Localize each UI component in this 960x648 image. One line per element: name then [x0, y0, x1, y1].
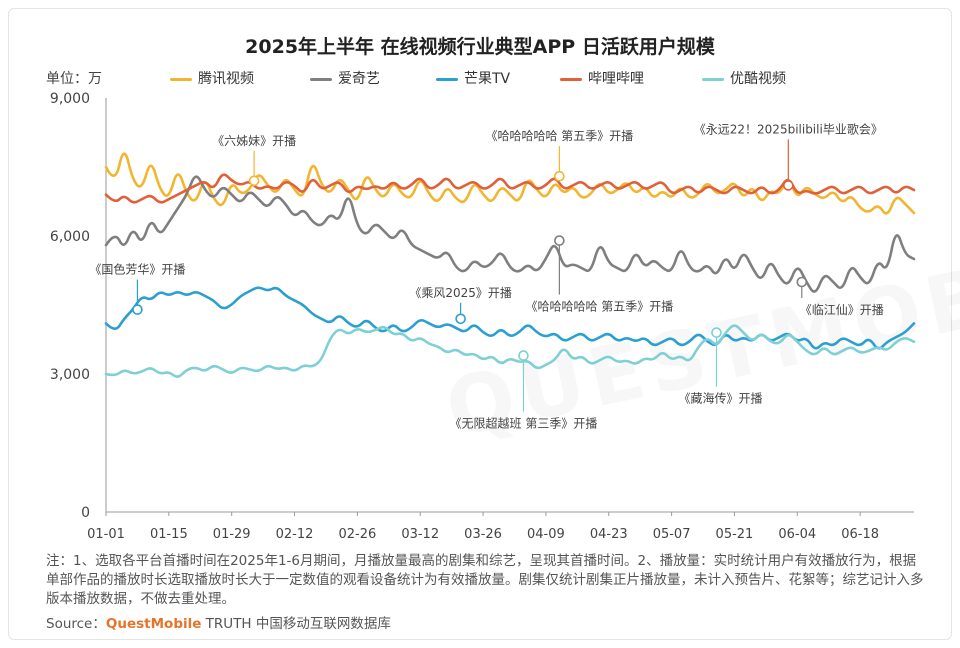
- annotation-label: 《乘风2025》开播: [409, 286, 512, 300]
- chart-title: 2025年上半年 在线视频行业典型APP 日活跃用户规模: [245, 36, 715, 58]
- annotation-marker: [554, 170, 565, 182]
- x-tick-label: 02-12: [276, 527, 314, 542]
- unit-label: 单位：万: [46, 71, 102, 87]
- legend-item-mango: 芒果TV: [436, 68, 510, 88]
- x-tick-label: 01-15: [150, 527, 188, 542]
- x-tick-label: 06-18: [841, 527, 879, 542]
- legend-swatch: [560, 77, 582, 81]
- legend-item-youku: 优酷视频: [702, 68, 786, 88]
- legend-swatch: [310, 77, 332, 81]
- legend-item-bilibili: 哔哩哔哩: [560, 68, 644, 88]
- legend-label: 哔哩哔哩: [588, 71, 644, 87]
- annotation-marker: [796, 276, 808, 288]
- source-suffix: TRUTH 中国移动互联网数据库: [201, 616, 391, 632]
- x-tick-label: 01-01: [87, 527, 125, 542]
- annotation-marker: [248, 175, 260, 187]
- legend-label: 爱奇艺: [338, 71, 380, 87]
- annotation-label: 《临江仙》开播: [800, 303, 884, 317]
- annotation-label: 《哈哈哈哈哈 第五季》开播: [525, 300, 673, 314]
- y-tick-label: 9,000: [50, 91, 90, 107]
- annotation-label: 《藏海传》开播: [678, 391, 762, 406]
- x-tick-label: 02-26: [338, 527, 376, 542]
- x-tick-label: 05-21: [716, 527, 754, 542]
- source-brand: QuestMobile: [105, 616, 202, 632]
- annotation-marker: [518, 350, 529, 361]
- x-tick-label: 05-07: [653, 527, 691, 542]
- x-tick-label: 03-26: [464, 527, 502, 542]
- annotation-marker: [711, 327, 722, 338]
- y-tick-label: 0: [81, 505, 90, 521]
- series-line-2: [104, 286, 916, 350]
- annotation-marker: [455, 313, 466, 325]
- y-tick-label: 3,000: [50, 367, 90, 383]
- x-tick-label: 04-23: [590, 527, 628, 542]
- chart-card: [8, 8, 952, 640]
- legend-label: 腾讯视频: [198, 71, 254, 87]
- annotation-marker: [132, 304, 143, 315]
- x-tick-label: 03-12: [401, 527, 439, 542]
- x-tick-label: 06-04: [778, 527, 816, 542]
- annotation-label: 《六姊妹》开播: [212, 134, 296, 148]
- legend: 腾讯视频 爱奇艺 芒果TV 哔哩哔哩 优酷视频: [170, 68, 870, 88]
- annotation-marker: [783, 180, 794, 191]
- legend-item-iqiyi: 爱奇艺: [310, 68, 380, 88]
- source-line: Source：QuestMobile TRUTH 中国移动互联网数据库: [46, 612, 391, 632]
- series-line-3: [104, 173, 916, 204]
- x-tick-label: 01-29: [213, 527, 251, 542]
- y-tick-label: 6,000: [50, 229, 90, 245]
- legend-label: 优酷视频: [730, 71, 786, 87]
- annotation-label: 《国色芳华》开播: [89, 263, 185, 277]
- source-prefix: Source：: [46, 616, 106, 632]
- annotation-label: 《哈哈哈哈哈 第五季》开播: [485, 129, 633, 143]
- legend-swatch: [170, 77, 192, 81]
- series-line-1: [104, 175, 916, 293]
- series-line-4: [104, 324, 916, 378]
- legend-label: 芒果TV: [464, 71, 511, 87]
- annotation-marker: [554, 235, 565, 246]
- footnote: 注：1、选取各平台首播时间在2025年1-6月期间，月播放量最高的剧集和综艺，呈…: [46, 553, 924, 607]
- annotation-label: 《无限超越班 第三季》开播: [450, 416, 598, 431]
- legend-swatch: [702, 77, 724, 81]
- annotation-label: 《永远22！2025bilibili毕业歌会》: [694, 121, 883, 136]
- x-tick-label: 04-09: [527, 527, 565, 542]
- legend-item-tencent: 腾讯视频: [170, 68, 254, 88]
- legend-swatch: [436, 77, 458, 81]
